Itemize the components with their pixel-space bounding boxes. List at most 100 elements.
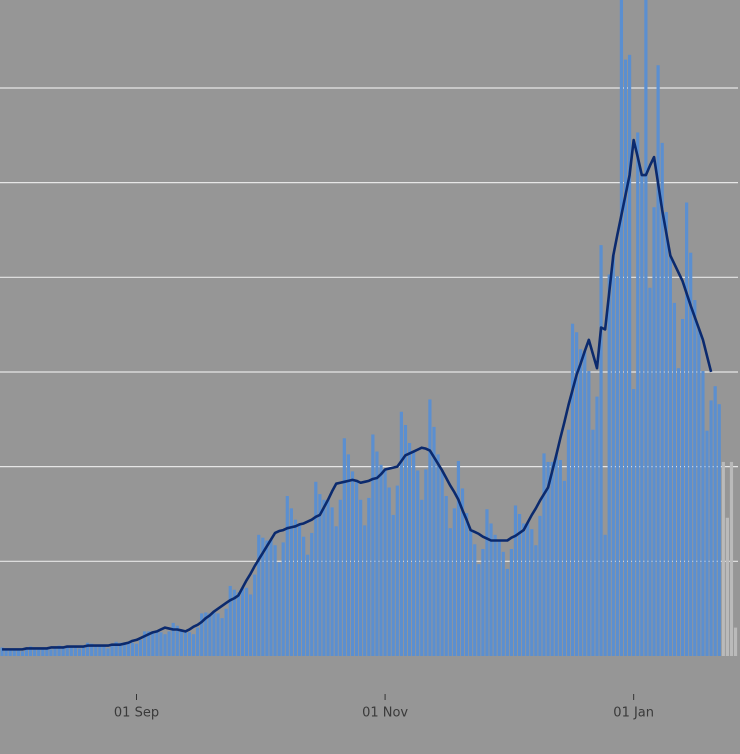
bar	[77, 648, 82, 656]
bar	[297, 524, 302, 656]
bar	[269, 539, 273, 656]
bar	[709, 400, 713, 656]
bar	[314, 481, 318, 656]
bar	[648, 287, 652, 656]
bar	[550, 461, 554, 656]
bar	[473, 544, 477, 656]
bar	[163, 634, 167, 656]
bar	[579, 349, 583, 656]
bar	[526, 522, 530, 656]
bar	[12, 649, 16, 656]
bar	[615, 276, 619, 656]
bar	[701, 371, 705, 656]
bar	[102, 646, 106, 656]
bar	[277, 562, 281, 656]
bar	[554, 455, 558, 656]
bar	[517, 513, 522, 656]
bar	[440, 470, 444, 656]
bar	[566, 429, 571, 656]
bar	[456, 460, 461, 656]
bar	[448, 528, 452, 656]
bar	[452, 508, 456, 656]
bar	[509, 549, 514, 656]
bar	[733, 627, 738, 656]
bar	[375, 451, 379, 656]
bar	[583, 351, 587, 656]
bar	[273, 545, 277, 656]
bar	[591, 429, 595, 656]
bar	[513, 505, 518, 656]
bar	[493, 534, 497, 656]
bar	[558, 460, 562, 656]
bar	[326, 499, 330, 656]
bar	[65, 645, 69, 656]
bar	[481, 549, 485, 656]
bar	[672, 302, 677, 656]
bar	[656, 65, 660, 656]
bar	[24, 649, 29, 656]
bar	[530, 529, 534, 656]
bar	[236, 592, 240, 656]
x-tick-label: 01 Sep	[114, 706, 159, 721]
bar	[627, 54, 632, 656]
bar	[363, 525, 367, 656]
bar	[534, 545, 538, 656]
bar	[505, 568, 509, 656]
bar	[668, 255, 672, 656]
average-line	[2, 138, 713, 651]
bar	[37, 648, 41, 656]
bar	[73, 647, 77, 656]
bar	[713, 386, 717, 656]
bar	[619, 0, 624, 656]
bar	[187, 632, 192, 656]
bar	[420, 499, 424, 656]
bar	[53, 648, 57, 656]
bar	[338, 499, 342, 656]
bar	[424, 469, 428, 656]
bar	[244, 587, 249, 656]
bar	[664, 211, 668, 657]
bar	[69, 646, 73, 656]
bar	[200, 613, 204, 656]
bar	[644, 0, 648, 656]
bar	[179, 629, 183, 656]
bar	[106, 648, 110, 656]
bar	[436, 454, 440, 656]
bar	[489, 523, 493, 656]
bar	[16, 650, 20, 656]
bar	[464, 513, 469, 656]
bar	[212, 611, 216, 656]
bar	[444, 496, 448, 656]
bar	[595, 396, 599, 656]
bar	[383, 469, 387, 656]
bar	[416, 470, 420, 656]
bar	[570, 323, 575, 656]
bar	[693, 300, 697, 656]
bar	[118, 642, 122, 656]
bar	[334, 526, 338, 656]
bar	[183, 631, 188, 656]
bar	[196, 627, 200, 656]
bar	[350, 471, 355, 656]
bar	[587, 371, 591, 656]
bar	[45, 649, 49, 656]
bar	[387, 487, 391, 656]
bar	[175, 625, 179, 656]
bar	[632, 389, 636, 656]
bar	[281, 542, 285, 656]
bar	[155, 631, 159, 656]
bar	[346, 454, 351, 656]
bar	[122, 642, 126, 656]
bar	[359, 499, 363, 656]
bar	[391, 514, 395, 656]
bar	[49, 649, 53, 656]
bar	[330, 507, 334, 656]
bar	[371, 434, 375, 656]
bar	[412, 451, 416, 656]
bar	[249, 594, 253, 656]
bar	[725, 517, 729, 656]
bar	[477, 564, 481, 656]
bar	[8, 649, 12, 656]
bar	[717, 404, 721, 656]
